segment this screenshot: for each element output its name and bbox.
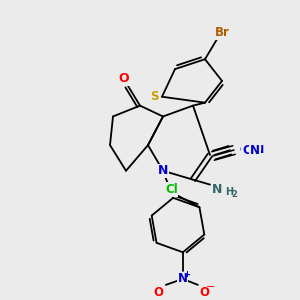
Text: −: − bbox=[206, 282, 215, 292]
Text: O: O bbox=[200, 286, 210, 299]
Text: S: S bbox=[150, 90, 158, 103]
Text: N: N bbox=[255, 145, 264, 155]
Text: ≡: ≡ bbox=[248, 143, 259, 157]
Text: N: N bbox=[212, 183, 222, 196]
Text: Cl: Cl bbox=[165, 183, 178, 196]
Text: C: C bbox=[242, 143, 251, 157]
Text: O: O bbox=[154, 286, 164, 299]
Text: +: + bbox=[183, 269, 190, 278]
Text: O: O bbox=[119, 73, 129, 85]
Text: Br: Br bbox=[214, 26, 230, 39]
Text: C: C bbox=[240, 145, 248, 155]
Text: N: N bbox=[178, 272, 188, 285]
Text: N: N bbox=[250, 143, 260, 157]
Text: N: N bbox=[158, 164, 168, 177]
Text: 2: 2 bbox=[231, 190, 237, 199]
Text: H: H bbox=[225, 187, 233, 196]
